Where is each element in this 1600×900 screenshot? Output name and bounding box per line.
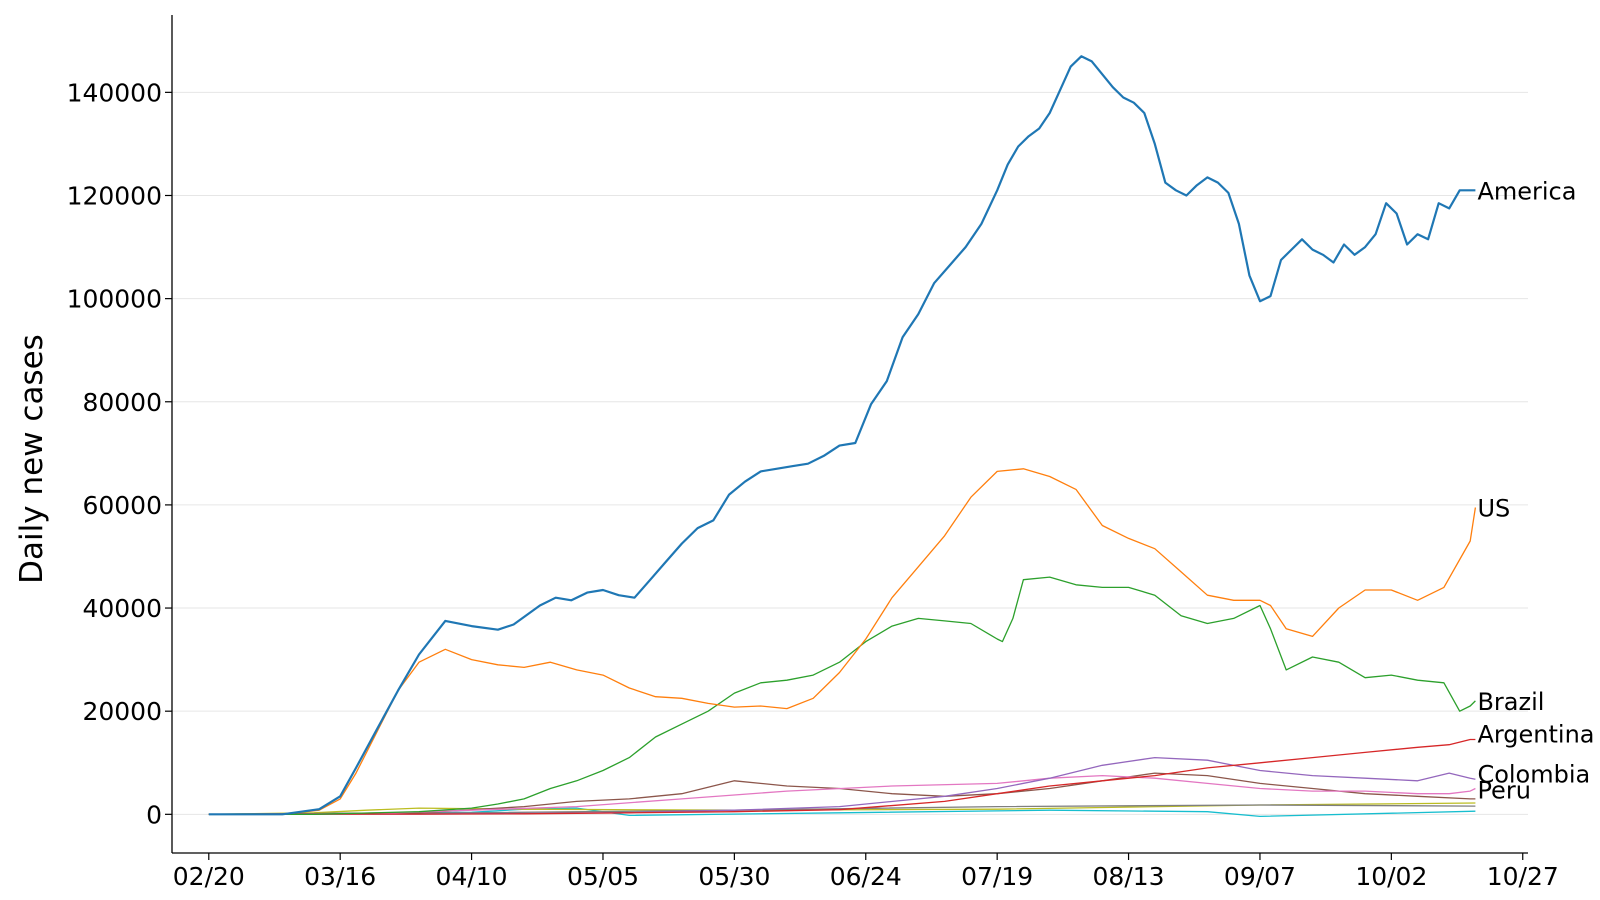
x-tick-label: 05/05 — [567, 862, 639, 891]
x-tick-label: 02/20 — [173, 862, 245, 891]
series-line-argentina — [208, 738, 1476, 815]
y-tick-label: 20000 — [82, 697, 162, 726]
x-tick-label: 05/30 — [698, 862, 770, 891]
y-tick-label: 0 — [146, 800, 162, 829]
series-label-us: US — [1477, 494, 1510, 522]
series-label-brazil: Brazil — [1477, 688, 1544, 716]
series-line-peru — [208, 774, 1476, 815]
x-tick-label: 03/16 — [304, 862, 376, 891]
y-tick-label: 40000 — [82, 594, 162, 623]
series-line-other — [208, 804, 1476, 815]
series-label-colombia: Colombia — [1477, 760, 1590, 788]
x-tick-label: 04/10 — [436, 862, 508, 891]
series-line-brazil — [208, 576, 1476, 815]
y-tick-label: 100000 — [67, 285, 162, 314]
series-lines — [208, 55, 1477, 818]
series-line-america — [208, 55, 1476, 816]
series-line-other — [208, 807, 1476, 818]
x-tick-label: 06/24 — [830, 862, 902, 891]
y-axis-label: Daily new cases — [14, 334, 50, 584]
x-tick-label: 09/07 — [1224, 862, 1296, 891]
series-label-argentina: Argentina — [1477, 721, 1594, 749]
series-line-other — [208, 802, 1476, 815]
series-line-us — [208, 468, 1477, 815]
x-tick-label: 10/02 — [1355, 862, 1427, 891]
y-tick-label: 80000 — [82, 388, 162, 417]
gridlines — [172, 91, 1528, 815]
series-label-america: America — [1477, 177, 1576, 205]
y-tick-label: 140000 — [67, 78, 162, 107]
x-tick-label: 07/19 — [961, 862, 1033, 891]
y-axis-ticks: 0 20000 40000 60000 80000 100000 120000 140000 — [67, 78, 172, 829]
y-tick-label: 120000 — [67, 181, 162, 210]
x-tick-label: 10/27 — [1487, 862, 1559, 891]
x-axis-ticks: 02/20 03/16 04/10 05/05 05/30 06/24 07/19 08/13… — [173, 853, 1559, 891]
series-label-peru: Peru — [1477, 777, 1530, 805]
x-tick-label: 08/13 — [1093, 862, 1165, 891]
y-tick-label: 60000 — [82, 491, 162, 520]
